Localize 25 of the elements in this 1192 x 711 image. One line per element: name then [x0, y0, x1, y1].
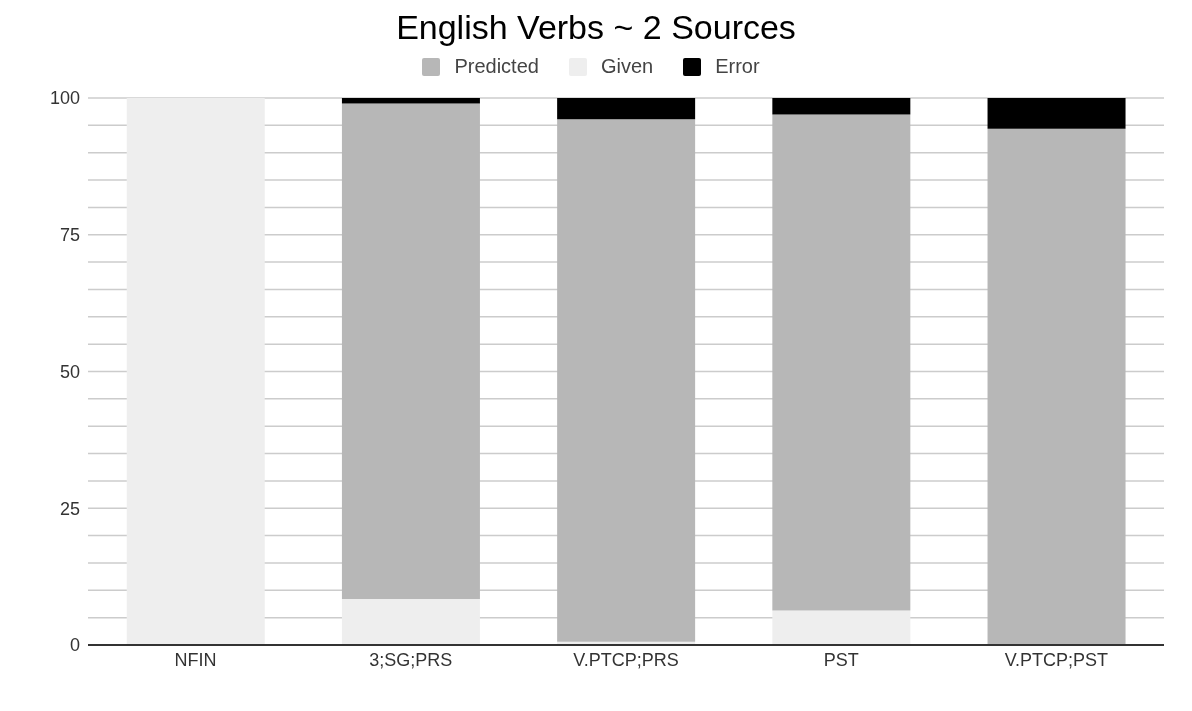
y-tick-label: 50 — [59, 361, 80, 382]
y-tick-label: 75 — [59, 225, 80, 246]
legend-label: Predicted — [454, 55, 539, 78]
x-tick-label: NFIN — [174, 649, 217, 670]
bar — [341, 98, 480, 104]
y-tick-label: 100 — [49, 88, 80, 109]
bar — [341, 103, 480, 600]
legend-label: Error — [715, 55, 760, 78]
bar — [987, 98, 1126, 129]
bar — [557, 119, 696, 642]
bar — [772, 98, 911, 115]
x-tick-label: 3;SG;PRS — [369, 649, 453, 670]
bar — [987, 128, 1126, 645]
y-tick-label: 25 — [59, 498, 80, 519]
bar — [772, 610, 911, 645]
x-tick-label: V.PTCP;PST — [1004, 649, 1109, 670]
bar — [557, 98, 696, 120]
x-tick-label: PST — [823, 649, 859, 670]
bar — [772, 114, 911, 611]
legend-label: Given — [600, 55, 654, 78]
chart-title: English Verbs ~ 2 Sources — [395, 8, 797, 47]
x-tick-label: V.PTCP;PRS — [573, 649, 679, 670]
y-tick-label: 0 — [69, 635, 80, 656]
bar — [126, 98, 265, 645]
bar — [341, 599, 480, 645]
